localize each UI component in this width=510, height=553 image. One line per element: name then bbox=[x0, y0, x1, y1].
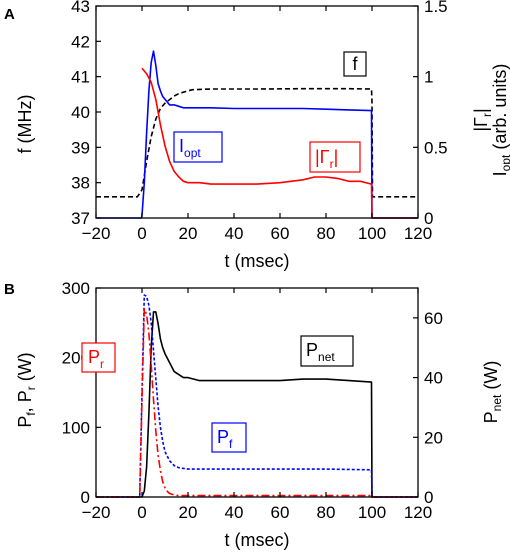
panel-a-x-tick-label: 60 bbox=[271, 224, 290, 243]
panel-a-x-tick-label: 40 bbox=[225, 224, 244, 243]
legend-iopt-label: Iopt bbox=[179, 136, 201, 160]
panel-b-x-tick-label: 120 bbox=[404, 503, 432, 522]
panel-a-right-axis-label-top: |Γr| bbox=[471, 108, 494, 131]
panel-a-left-ticks: 37 38 39 40 41 42 43 bbox=[71, 0, 101, 228]
panel-b-right-tick-label: 20 bbox=[424, 428, 443, 447]
panel-b-left-tick-label: 300 bbox=[62, 279, 90, 298]
panel-a-series-iopt bbox=[96, 50, 418, 219]
panel-a-x-axis-label: t (msec) bbox=[225, 251, 290, 271]
panel-b-right-tick-label: 0 bbox=[424, 488, 433, 507]
panel-b-series bbox=[96, 294, 418, 498]
panel-a-label: A bbox=[4, 6, 15, 23]
panel-b-x-tick-label: 80 bbox=[317, 503, 336, 522]
panel-a-x-tick-label: −20 bbox=[82, 224, 111, 243]
panel-a-right-tick-label: 1 bbox=[424, 68, 433, 87]
panel-a-left-tick-label: 43 bbox=[71, 0, 90, 16]
panel-b-left-axis-label: Pf, Pr (W) bbox=[15, 352, 38, 427]
panel-a-right-tick-label: 0 bbox=[424, 209, 433, 228]
panel-b-x-ticks: −20 0 20 40 60 80 100 120 bbox=[82, 288, 432, 522]
legend-box-pnet: Pnet bbox=[300, 335, 354, 367]
panel-a-x-tick-label: 20 bbox=[179, 224, 198, 243]
panel-a-x-ticks: −20 0 20 40 60 80 100 120 bbox=[82, 6, 432, 243]
legend-f-label: f bbox=[352, 54, 358, 74]
panel-a-right-axis-label-bottom: Iopt (arb. units) bbox=[490, 64, 510, 177]
panel-b-series-pnet bbox=[96, 311, 418, 498]
panel-a-right-tick-label: 0.5 bbox=[424, 138, 448, 157]
panel-a-left-axis-label: f (MHz) bbox=[15, 95, 35, 154]
panel-b-x-tick-label: −20 bbox=[82, 503, 111, 522]
panel-a-left-tick-label: 42 bbox=[71, 32, 90, 51]
panel-a-series-f bbox=[96, 87, 418, 198]
panel-b-right-tick-label: 40 bbox=[424, 369, 443, 388]
legend-box-f: f bbox=[343, 51, 367, 77]
panel-b-x-axis-label: t (msec) bbox=[225, 530, 290, 550]
panel-b-x-tick-label: 40 bbox=[225, 503, 244, 522]
panel-a-left-tick-label: 38 bbox=[71, 174, 90, 193]
panel-b-x-tick-label: 100 bbox=[358, 503, 386, 522]
panel-b-right-tick-label: 60 bbox=[424, 309, 443, 328]
panel-a-series-gamma bbox=[141, 67, 418, 219]
legend-gamma-label: |Γr| bbox=[315, 147, 338, 171]
panel-a-left-tick-label: 40 bbox=[71, 103, 90, 122]
panel-b-right-ticks: 0 20 40 60 bbox=[413, 309, 443, 507]
panel-a-left-tick-label: 39 bbox=[71, 138, 90, 157]
panel-b-series-pf bbox=[96, 294, 418, 498]
panel-a: A −20 0 20 40 60 80 100 120 37 38 39 40 41 42 43 0 0.5… bbox=[4, 0, 510, 271]
panel-b-label: B bbox=[4, 281, 15, 298]
legend-pnet-label: Pnet bbox=[306, 340, 335, 364]
panel-a-right-ticks: 0 0.5 1 1.5 bbox=[413, 0, 448, 228]
panel-a-right-tick-label: 1.5 bbox=[424, 0, 448, 16]
panel-b-frame bbox=[95, 287, 419, 498]
legend-box-pf: Pf bbox=[211, 422, 247, 453]
panel-a-x-tick-label: 80 bbox=[317, 224, 336, 243]
panel-b-x-tick-label: 60 bbox=[271, 503, 290, 522]
panel-b-left-tick-label: 0 bbox=[81, 488, 90, 507]
legend-box-iopt: Iopt bbox=[173, 131, 223, 163]
panel-a-x-tick-label: 0 bbox=[137, 224, 146, 243]
legend-pr-label: Pr bbox=[88, 347, 104, 371]
panel-a-left-tick-label: 41 bbox=[71, 68, 90, 87]
panel-a-series bbox=[96, 50, 418, 219]
legend-pf-label: Pf bbox=[217, 427, 233, 451]
panel-b-x-tick-label: 0 bbox=[137, 503, 146, 522]
legend-box-pr: Pr bbox=[81, 342, 116, 373]
panel-a-x-tick-label: 100 bbox=[358, 224, 386, 243]
panel-a-left-tick-label: 37 bbox=[71, 209, 90, 228]
panel-b-left-tick-label: 100 bbox=[62, 418, 90, 437]
legend-box-gamma: |Γr| bbox=[309, 141, 361, 173]
panel-a-x-tick-label: 120 bbox=[404, 224, 432, 243]
panel-b-x-tick-label: 20 bbox=[179, 503, 198, 522]
panel-b-right-axis-label: Pnet (W) bbox=[481, 361, 504, 424]
